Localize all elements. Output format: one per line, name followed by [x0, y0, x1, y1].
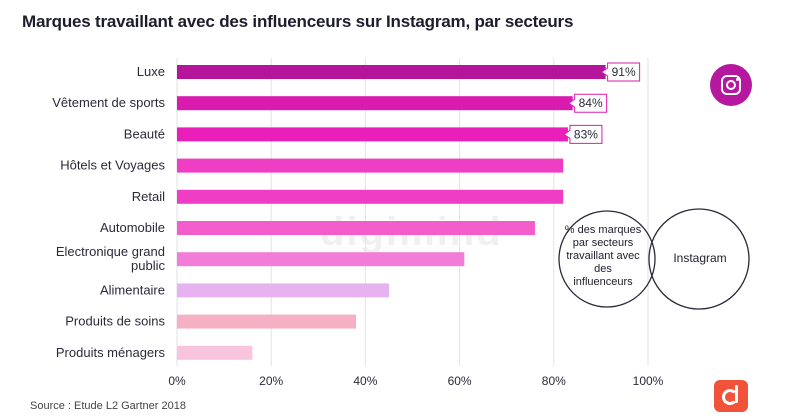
digimind-logo-icon	[714, 380, 748, 412]
legend-left-circle-text: % des marques par secteurs travaillant a…	[564, 224, 642, 288]
legend-circle-left	[558, 210, 656, 308]
category-label: Automobile	[100, 220, 165, 235]
category-label: Produits ménagers	[56, 345, 166, 360]
legend-right-circle-text: Instagram	[673, 251, 727, 265]
svg-text:91%: 91%	[612, 65, 636, 79]
svg-text:83%: 83%	[574, 127, 598, 141]
bar	[177, 252, 465, 267]
bar	[177, 127, 568, 142]
category-label: Vêtement de sports	[52, 95, 165, 110]
x-tick-label: 60%	[448, 374, 472, 388]
chart-title: Marques travaillant avec des influenceur…	[22, 12, 574, 31]
legend-circle-right	[648, 208, 750, 310]
x-tick-label: 20%	[259, 374, 283, 388]
x-tick-label: 80%	[542, 374, 566, 388]
bar	[177, 158, 564, 173]
bar	[177, 65, 606, 79]
x-tick-label: 0%	[168, 374, 186, 388]
source-note: Source : Etude L2 Gartner 2018	[30, 400, 186, 412]
bar	[177, 189, 564, 204]
category-label: Retail	[132, 189, 165, 204]
value-label: 91%	[600, 62, 641, 82]
bar	[177, 314, 356, 329]
x-tick-label: 100%	[633, 374, 664, 388]
category-label: Alimentaire	[100, 282, 165, 297]
value-label: 84%	[567, 93, 608, 113]
value-label: 83%	[563, 124, 603, 144]
x-tick-label: 40%	[353, 374, 377, 388]
bar	[177, 345, 253, 360]
category-label: Luxe	[137, 64, 165, 79]
bar	[177, 221, 535, 235]
svg-text:84%: 84%	[579, 96, 603, 110]
bar	[177, 283, 389, 298]
category-label: Beauté	[124, 126, 165, 141]
category-label: Electronique grand public	[56, 244, 166, 273]
category-label: Produits de soins	[65, 314, 165, 329]
bar	[177, 96, 573, 111]
instagram-icon	[710, 64, 752, 106]
category-label: Hôtels et Voyages	[60, 158, 165, 173]
